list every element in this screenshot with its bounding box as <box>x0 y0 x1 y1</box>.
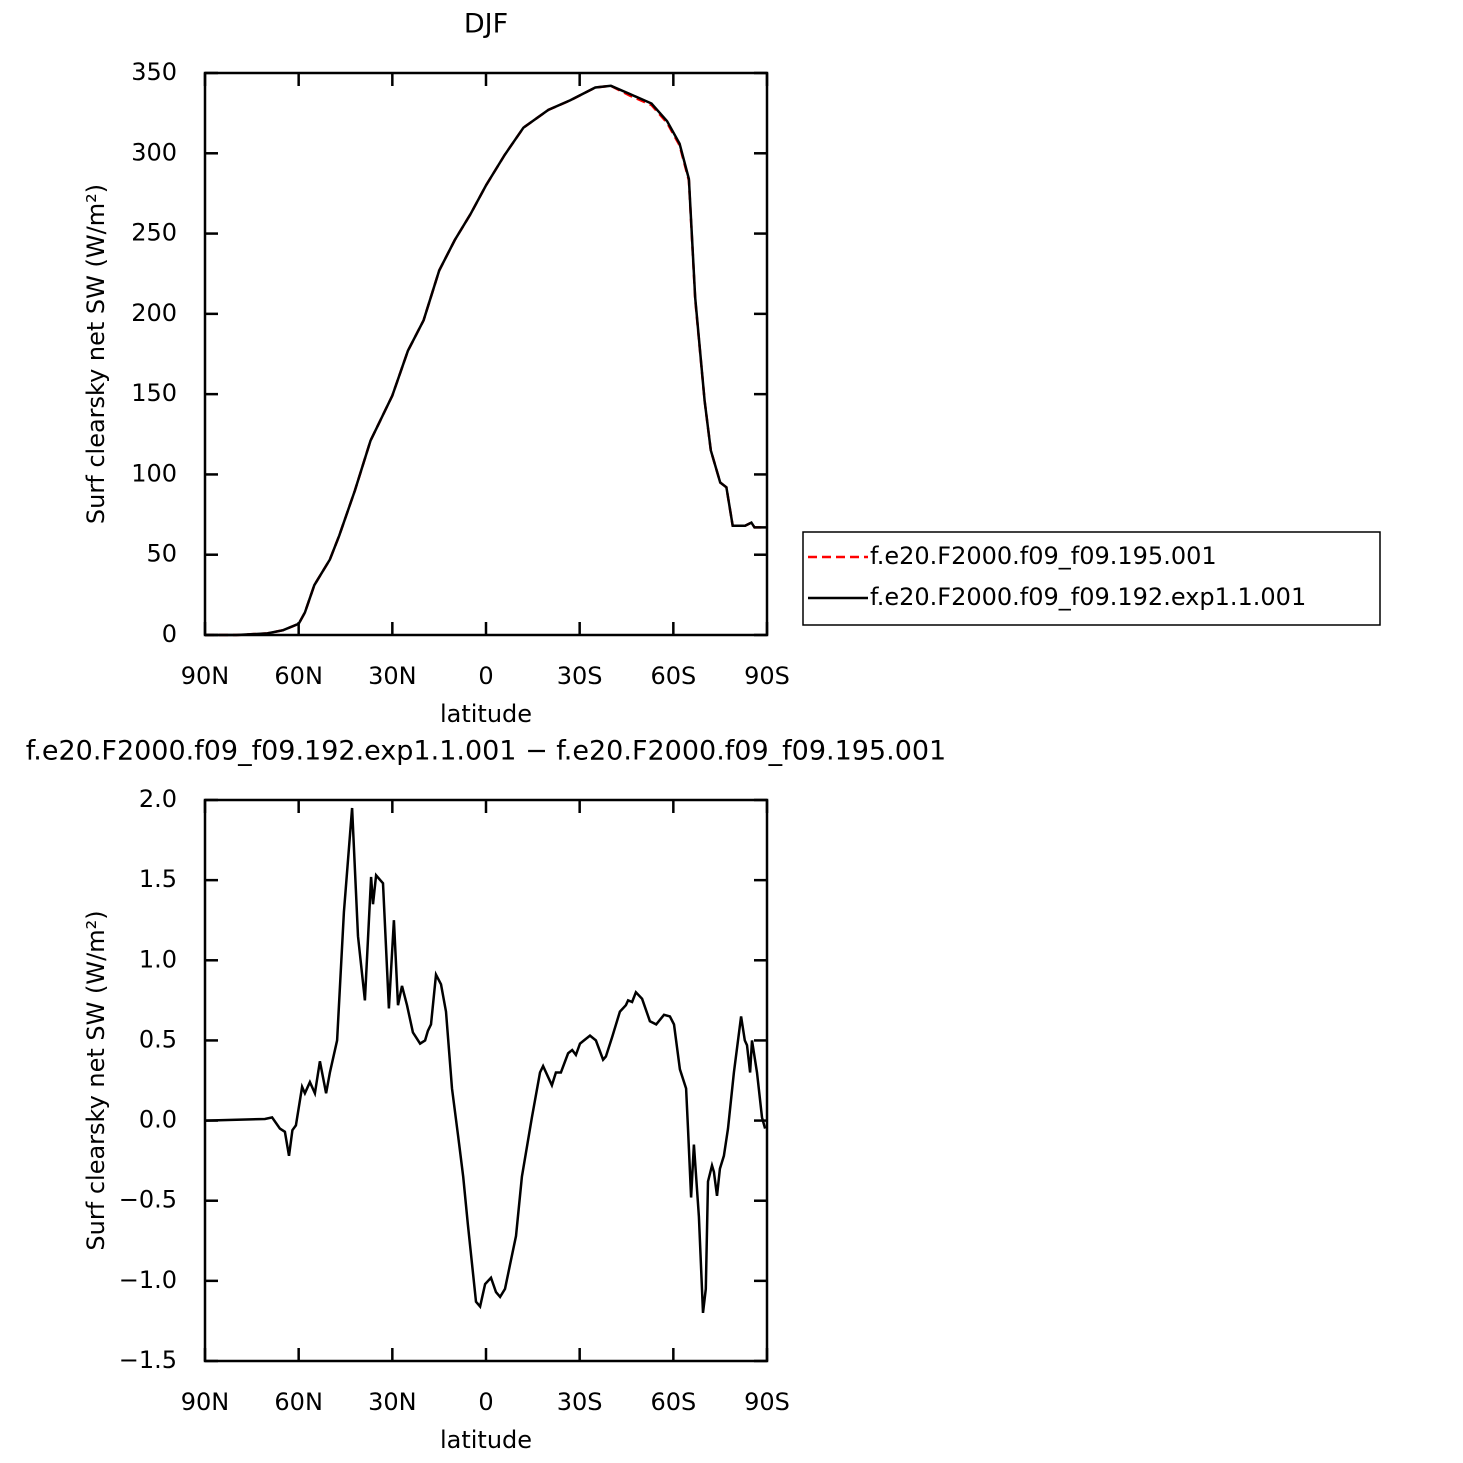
y-tick-label: 1.0 <box>139 945 177 973</box>
chart-title: f.e20.F2000.f09_f09.192.exp1.1.001 − f.e… <box>26 736 946 767</box>
x-tick-label: 90N <box>181 662 230 690</box>
x-tick-label: 30S <box>557 662 603 690</box>
x-tick-label: 0 <box>478 1388 493 1416</box>
y-axis-label: Surf clearsky net SW (W/m²) <box>82 910 110 1250</box>
x-tick-label: 30N <box>368 662 417 690</box>
x-tick-label: 60S <box>650 662 696 690</box>
y-tick-label: 0 <box>162 620 177 648</box>
data-line <box>204 807 767 1314</box>
x-tick-label: 60N <box>274 662 323 690</box>
x-tick-label: 60N <box>274 1388 323 1416</box>
chart-title: DJF <box>464 9 508 40</box>
y-tick-label: 200 <box>131 299 177 327</box>
y-tick-label: −1.5 <box>119 1346 177 1374</box>
y-tick-label: 50 <box>146 540 177 568</box>
x-tick-label: 0 <box>478 662 493 690</box>
legend-label: f.e20.F2000.f09_f09.192.exp1.1.001 <box>870 583 1306 611</box>
y-tick-label: 0.0 <box>139 1106 177 1134</box>
y-tick-label: −1.0 <box>119 1266 177 1294</box>
y-tick-label: 250 <box>131 219 177 247</box>
y-tick-label: 300 <box>131 138 177 166</box>
x-tick-label: 30S <box>557 1388 603 1416</box>
y-tick-label: 100 <box>131 459 177 487</box>
y-tick-label: 350 <box>131 58 177 86</box>
y-tick-label: −0.5 <box>119 1186 177 1214</box>
y-tick-label: 1.5 <box>139 865 177 893</box>
x-tick-label: 90N <box>181 1388 230 1416</box>
x-tick-label: 60S <box>650 1388 696 1416</box>
legend-box <box>802 531 1381 626</box>
data-line <box>205 84 767 637</box>
x-tick-label: 30N <box>368 1388 417 1416</box>
y-tick-label: 0.5 <box>139 1025 177 1053</box>
x-axis-label: latitude <box>440 700 532 728</box>
x-tick-label: 90S <box>744 1388 790 1416</box>
data-line <box>205 84 767 637</box>
x-tick-label: 90S <box>744 662 790 690</box>
x-axis-label: latitude <box>440 1426 532 1454</box>
legend-label: f.e20.F2000.f09_f09.195.001 <box>870 542 1217 570</box>
y-axis-label: Surf clearsky net SW (W/m²) <box>82 184 110 524</box>
y-tick-label: 2.0 <box>139 785 177 813</box>
y-tick-label: 150 <box>131 379 177 407</box>
